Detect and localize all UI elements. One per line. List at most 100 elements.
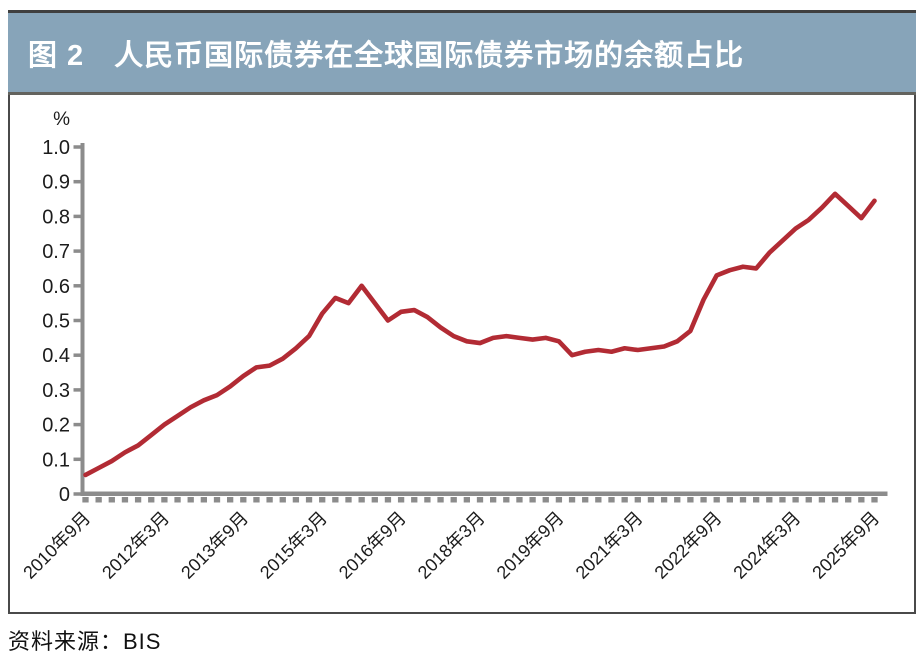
x-tick	[345, 497, 352, 503]
x-tick-label: 2015年3月	[256, 508, 331, 583]
x-tick	[582, 497, 589, 503]
x-tick	[621, 497, 628, 503]
x-tick	[134, 497, 142, 503]
x-tick-label: 2018年3月	[414, 508, 489, 583]
y-tick-label: 0.7	[42, 241, 70, 263]
x-tick	[674, 497, 681, 503]
x-tick	[108, 497, 115, 503]
x-tick	[200, 497, 207, 503]
x-tick	[660, 497, 668, 503]
y-tick-label: 0.3	[42, 380, 70, 402]
figure-title: 图 2 人民币国际债券在全球国际债券市场的余额占比	[28, 39, 745, 72]
x-tick	[753, 497, 760, 503]
y-tick	[73, 388, 81, 392]
x-tick	[792, 497, 799, 503]
y-tick	[73, 492, 81, 496]
x-tick	[805, 497, 812, 503]
y-axis-unit-label: %	[53, 109, 70, 130]
x-tick	[608, 497, 615, 503]
y-tick-label: 0.2	[42, 415, 70, 437]
x-tick	[358, 497, 365, 503]
x-tick	[490, 497, 497, 503]
x-tick	[319, 497, 326, 503]
line-chart: 00.10.20.30.40.50.60.70.80.91.0%2010年9月 2…	[19, 109, 888, 583]
top-rule	[8, 10, 916, 13]
figure-header-bar: 图 2 人民币国际债券在全球国际债券市场的余额占比	[8, 13, 916, 95]
x-tick-label: 2022年9月	[651, 508, 726, 583]
x-tick	[529, 497, 536, 503]
y-tick-label: 0.8	[42, 206, 70, 228]
x-tick	[121, 497, 129, 503]
x-tick	[687, 497, 694, 503]
y-tick	[73, 422, 81, 427]
y-tick-label: 1.0	[42, 137, 70, 159]
x-tick	[95, 497, 102, 503]
y-tick-label: 0	[59, 484, 70, 506]
x-tick-label: 2024年3月	[729, 508, 804, 583]
x-tick	[634, 497, 641, 503]
x-tick	[871, 497, 878, 503]
x-axis-line	[80, 491, 888, 496]
chart-panel: 0 0.1 0.2 0.3 0.4 0.5 0.6 0.7 0.8 0.9 1.0% 2010年9月 2…	[8, 95, 916, 614]
x-tick	[292, 497, 300, 503]
x-tick	[726, 497, 733, 503]
x-tick	[148, 497, 155, 503]
x-tick	[437, 497, 444, 503]
x-tick	[305, 497, 313, 503]
x-tick	[450, 497, 457, 503]
x-tick	[516, 497, 523, 503]
data-line-rmb-share	[83, 191, 877, 478]
y-axis-line	[80, 143, 85, 496]
x-tick	[568, 497, 576, 503]
figure-container: 图 2 人民币国际债券在全球国际债券市场的余额占比 0 0.1 0.2 0.3 0.4 0…	[8, 10, 916, 614]
x-tick	[266, 497, 273, 503]
x-tick	[739, 497, 747, 503]
x-tick	[595, 497, 602, 503]
x-tick-label: 2016年9月	[335, 508, 410, 583]
x-tick	[187, 497, 194, 503]
y-tick	[73, 318, 81, 323]
x-tick	[542, 497, 549, 503]
x-tick-label: 2010年9月	[19, 508, 94, 583]
y-tick	[73, 284, 81, 288]
x-tick	[332, 497, 339, 503]
x-tick-label: 2012年3月	[98, 508, 173, 583]
y-tick	[73, 145, 81, 149]
x-tick	[858, 497, 865, 503]
x-tick	[279, 497, 286, 503]
x-tick	[555, 497, 563, 503]
x-tick-label: 2021年3月	[572, 508, 647, 583]
source-note: 资料来源：BIS	[8, 629, 162, 654]
x-tick	[713, 497, 720, 503]
x-tick	[384, 497, 392, 503]
x-tick	[700, 497, 707, 503]
y-tick-label: 0.1	[42, 449, 70, 471]
x-tick-label: 2019年9月	[493, 508, 568, 583]
y-tick	[73, 214, 81, 219]
x-tick	[503, 497, 510, 503]
x-tick	[397, 497, 405, 503]
x-tick	[174, 497, 181, 503]
x-tick	[161, 497, 168, 503]
x-tick	[831, 497, 839, 503]
x-tick	[411, 497, 418, 503]
x-tick	[371, 497, 378, 503]
y-tick	[73, 353, 81, 357]
x-tick	[424, 497, 431, 503]
y-tick	[73, 249, 81, 253]
x-tick-label: 2025年9月	[808, 508, 883, 583]
x-tick	[253, 497, 260, 503]
x-tick	[213, 497, 221, 503]
x-tick	[779, 497, 786, 503]
y-tick-label: 0.5	[42, 311, 70, 333]
y-tick	[73, 179, 81, 184]
y-tick	[73, 457, 81, 462]
y-tick-label: 0.6	[42, 276, 70, 298]
x-tick	[463, 497, 470, 503]
x-tick	[240, 497, 247, 503]
x-tick	[766, 497, 773, 503]
x-tick	[818, 497, 826, 503]
y-tick-label: 0.4	[42, 345, 70, 367]
x-tick-label: 2013年9月	[177, 508, 252, 583]
